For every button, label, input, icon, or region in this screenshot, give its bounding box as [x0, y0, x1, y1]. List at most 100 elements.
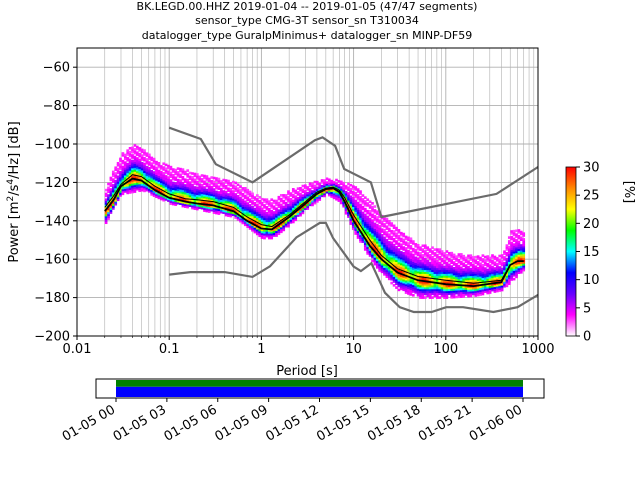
density-cell — [459, 291, 463, 295]
density-cell — [147, 190, 151, 193]
density-cell — [164, 171, 168, 174]
density-cell — [368, 217, 372, 221]
density-cell — [145, 152, 149, 155]
density-cell — [387, 233, 391, 237]
density-cell — [291, 207, 295, 210]
density-cell — [452, 286, 456, 289]
density-cell — [402, 248, 406, 251]
density-cell — [404, 249, 408, 252]
density-cell — [455, 270, 458, 274]
density-cell — [471, 279, 475, 282]
density-cell — [368, 246, 372, 250]
density-cell — [224, 196, 228, 200]
density-cell — [212, 205, 216, 209]
density-cell — [229, 197, 233, 201]
density-cell — [287, 219, 290, 222]
density-cell — [282, 213, 286, 216]
density-cell — [272, 213, 276, 216]
density-cell — [195, 207, 199, 211]
density-cell — [361, 226, 365, 230]
density-cell — [205, 205, 209, 209]
density-cell — [507, 263, 511, 266]
density-cell — [195, 190, 199, 194]
density-cell — [188, 204, 192, 207]
density-cell — [419, 282, 422, 286]
density-cell — [486, 268, 490, 272]
density-cell — [368, 250, 372, 253]
density-cell — [452, 290, 456, 293]
density-cell — [423, 282, 427, 286]
density-cell — [133, 144, 137, 147]
density-cell — [143, 185, 146, 189]
plot-frame — [76, 47, 539, 337]
density-cell — [371, 209, 374, 213]
density-cell — [183, 184, 187, 187]
density-cell — [464, 260, 468, 264]
density-cell — [421, 296, 425, 299]
density-cell — [147, 168, 151, 172]
density-cell — [363, 215, 367, 219]
density-cell — [515, 241, 518, 244]
density-cell — [433, 259, 437, 263]
density-cell — [231, 196, 235, 199]
density-cell — [147, 153, 151, 157]
density-cell — [483, 267, 487, 270]
density-cell — [426, 259, 430, 263]
density-cell — [404, 243, 408, 246]
density-cell — [407, 244, 410, 247]
density-cell — [500, 275, 504, 278]
density-cell — [373, 255, 377, 258]
density-cell — [440, 259, 444, 263]
density-cell — [186, 192, 190, 195]
density-cell — [443, 252, 446, 255]
density-cell — [402, 265, 406, 269]
density-cell — [335, 178, 338, 182]
density-cell — [224, 194, 228, 198]
density-cell — [351, 192, 355, 196]
density-cell — [255, 223, 259, 226]
density-cell — [131, 159, 134, 163]
density-cell — [347, 201, 350, 205]
density-cell — [469, 256, 473, 259]
density-cell — [419, 254, 422, 257]
density-cell — [479, 285, 482, 289]
density-cell — [289, 207, 293, 211]
density-cell — [248, 207, 252, 211]
density-cell — [253, 228, 257, 232]
density-cell — [198, 179, 202, 183]
density-cell — [356, 195, 360, 199]
density-cell — [210, 193, 214, 197]
density-cell — [467, 266, 470, 269]
x-axis-ticks: 0.01 0.1 1 10 100 1000 — [63, 336, 555, 357]
density-cell — [279, 217, 283, 220]
density-cell — [404, 262, 408, 266]
density-cell — [462, 277, 466, 281]
density-cell — [347, 194, 350, 197]
density-cell — [267, 234, 271, 238]
density-cell — [440, 271, 444, 274]
density-cell — [416, 284, 420, 287]
density-cell — [450, 272, 454, 276]
density-cell — [407, 263, 410, 267]
density-cell — [107, 211, 110, 215]
density-cell — [263, 211, 266, 215]
density-cell — [294, 191, 298, 195]
density-cell — [123, 186, 127, 189]
density-cell — [227, 189, 230, 192]
density-cell — [409, 264, 413, 267]
density-cell — [193, 191, 197, 195]
density-cell — [315, 182, 319, 186]
density-cell — [438, 250, 442, 253]
density-cell — [375, 256, 379, 260]
density-cell — [459, 270, 463, 273]
density-cell — [414, 287, 418, 290]
density-cell — [505, 251, 509, 255]
coverage-band — [116, 386, 523, 397]
density-cell — [107, 217, 110, 220]
density-cell — [450, 284, 454, 288]
density-cell — [152, 171, 156, 174]
density-cell — [443, 255, 446, 259]
density-cell — [205, 196, 209, 199]
density-cell — [200, 195, 204, 198]
density-cell — [143, 183, 146, 187]
